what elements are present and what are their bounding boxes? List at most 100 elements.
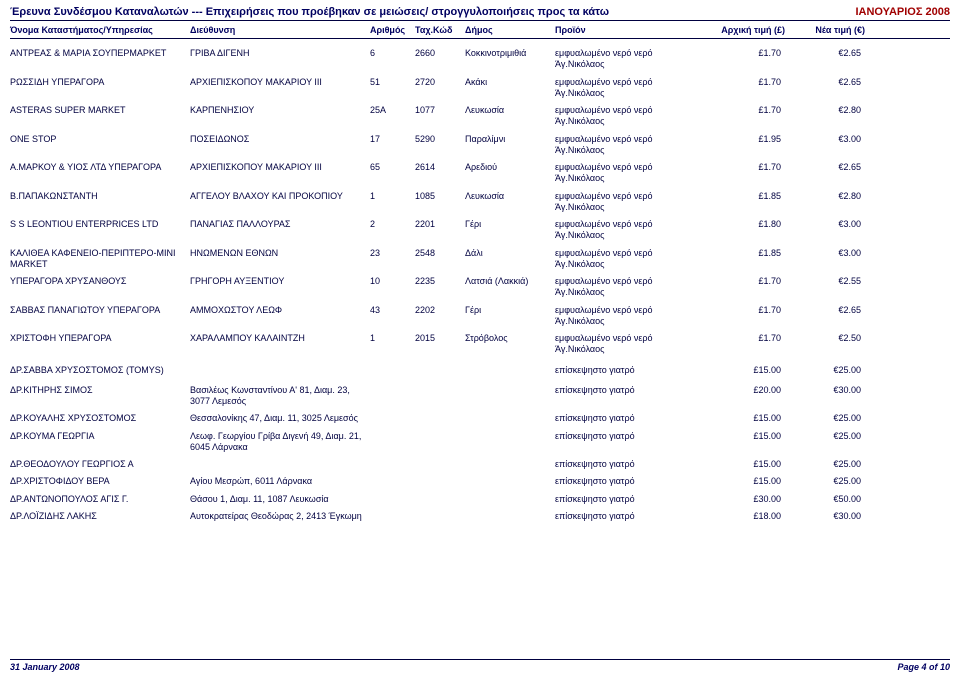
cell-city: Αρεδιού <box>465 162 555 173</box>
cell-addr: ΑΡΧΙΕΠΙΣΚΟΠΟΥ ΜΑΚΑΡΙΟΥ ΙΙΙ <box>190 77 370 88</box>
cell-p1: £1.70 <box>705 48 785 59</box>
cell-addr: ΠΑΝΑΓΙΑΣ ΠΑΛΛΟΥΡΑΣ <box>190 219 370 230</box>
table-row: ΔΡ.ΚΙΤΗΡΗΣ ΣΙΜΟΣΒασιλέως Κωνσταντίνου Α'… <box>10 382 950 411</box>
cell-prod: εμφυαλωμένο νερό νερό Άγ.Νικόλαος <box>555 248 705 271</box>
cell-name: ΔΡ.ΚΙΤΗΡΗΣ ΣΙΜΟΣ <box>10 385 190 396</box>
cell-p2: €2.50 <box>785 333 865 344</box>
cell-p1: £1.70 <box>705 276 785 287</box>
table-row: ΣΑΒΒΑΣ ΠΑΝΑΓΙΩΤΟΥ ΥΠΕΡΑΓΟΡΑΑΜΜΟΧΩΣΤΟΥ ΛΕ… <box>10 302 950 331</box>
cell-p2: €3.00 <box>785 134 865 145</box>
cell-p1: £1.80 <box>705 219 785 230</box>
cell-zip: 2235 <box>415 276 465 287</box>
data-table-body: ΑΝΤΡΕΑΣ & ΜΑΡΙΑ ΣΟΥΠΕΡΜΑΡΚΕΤΓΡΙΒΑ ΔΙΓΕΝΗ… <box>10 45 950 525</box>
cell-num: 43 <box>370 305 415 316</box>
cell-p1: £15.00 <box>705 476 785 487</box>
cell-p2: €2.65 <box>785 77 865 88</box>
cell-p2: €2.55 <box>785 276 865 287</box>
table-row: ΔΡ.ΚΟΥΜΑ ΓΕΩΡΓΙΑΛεωφ. Γεωργίου Γρίβα Διγ… <box>10 428 950 457</box>
cell-prod: επίσκεψηστο γιατρό <box>555 459 705 470</box>
col-address: Διεύθυνση <box>190 25 370 35</box>
cell-p2: €2.65 <box>785 162 865 173</box>
cell-addr: ΚΑΡΠΕΝΗΣΙΟΥ <box>190 105 370 116</box>
cell-num: 51 <box>370 77 415 88</box>
cell-addr: Αγίου Μεσρώπ, 6011 Λάρνακα <box>190 476 370 487</box>
cell-prod: επίσκεψηστο γιατρό <box>555 511 705 522</box>
cell-name: ΥΠΕΡΑΓΟΡΑ ΧΡΥΣΑΝΘΟΥΣ <box>10 276 190 287</box>
cell-addr: ΑΜΜΟΧΩΣΤΟΥ ΛΕΩΦ <box>190 305 370 316</box>
cell-name: ΔΡ.ΛΟΪΖΙΔΗΣ ΛΑΚΗΣ <box>10 511 190 522</box>
cell-p2: €25.00 <box>785 365 865 376</box>
cell-city: Λατσιά (Λακκιά) <box>465 276 555 287</box>
cell-addr: Θάσου 1, Διαμ. 11, 1087 Λευκωσία <box>190 494 370 505</box>
cell-num: 23 <box>370 248 415 259</box>
cell-p1: £1.70 <box>705 77 785 88</box>
cell-addr: ΓΡΗΓΟΡΗ ΑΥΞΕΝΤΙΟΥ <box>190 276 370 287</box>
table-row: ΔΡ.ΘΕΟΔΟΥΛΟΥ ΓΕΩΡΓΙΟΣ Αεπίσκεψηστο γιατρ… <box>10 456 950 473</box>
cell-prod: εμφυαλωμένο νερό νερό Άγ.Νικόλαος <box>555 77 705 100</box>
cell-p2: €3.00 <box>785 248 865 259</box>
cell-name: ΚΑΛΙΘΕΑ ΚΑΦΕΝΕΙΟ-ΠΕΡΙΠΤΕΡΟ-ΜΙΝΙ MARKET <box>10 248 190 271</box>
cell-num: 17 <box>370 134 415 145</box>
cell-addr: ΠΟΣΕΙΔΩΝΟΣ <box>190 134 370 145</box>
cell-zip: 1077 <box>415 105 465 116</box>
col-zip: Ταχ.Κώδ <box>415 25 465 35</box>
cell-addr: Λεωφ. Γεωργίου Γρίβα Διγενή 49, Διαμ. 21… <box>190 431 370 454</box>
table-row: Β.ΠΑΠΑΚΩΝΣΤΑΝΤΗΑΓΓΕΛΟΥ ΒΛΑΧΟΥ ΚΑΙ ΠΡΟΚΟΠ… <box>10 188 950 217</box>
cell-p1: £1.95 <box>705 134 785 145</box>
cell-p2: €25.00 <box>785 459 865 470</box>
cell-name: ΑΝΤΡΕΑΣ & ΜΑΡΙΑ ΣΟΥΠΕΡΜΑΡΚΕΤ <box>10 48 190 59</box>
cell-zip: 2720 <box>415 77 465 88</box>
report-period: ΙΑΝΟΥΑΡΙΟΣ 2008 <box>855 6 950 18</box>
cell-p2: €25.00 <box>785 431 865 442</box>
cell-zip: 5290 <box>415 134 465 145</box>
cell-name: ΔΡ.ΑΝΤΩΝΟΠΟΥΛΟΣ ΑΓΙΣ Γ. <box>10 494 190 505</box>
report-title: Έρευνα Συνδέσμου Καταναλωτών --- Επιχειρ… <box>10 6 609 18</box>
cell-num: 1 <box>370 333 415 344</box>
table-row: ASTERAS SUPER MARKETΚΑΡΠΕΝΗΣΙΟΥ25Α1077Λε… <box>10 102 950 131</box>
cell-p2: €30.00 <box>785 385 865 396</box>
cell-city: Ακάκι <box>465 77 555 88</box>
cell-zip: 1085 <box>415 191 465 202</box>
col-name: Όνομα Καταστήματος/Υπηρεσίας <box>10 25 190 35</box>
cell-p1: £15.00 <box>705 365 785 376</box>
col-price-old: Αρχική τιμή (£) <box>705 25 785 35</box>
cell-prod: εμφυαλωμένο νερό νερό Άγ.Νικόλαος <box>555 48 705 71</box>
cell-name: ΣΑΒΒΑΣ ΠΑΝΑΓΙΩΤΟΥ ΥΠΕΡΑΓΟΡΑ <box>10 305 190 316</box>
table-row: ΔΡ.ΧΡΙΣΤΟΦΙΔΟΥ ΒΕΡΑΑγίου Μεσρώπ, 6011 Λά… <box>10 473 950 490</box>
footer-date: 31 January 2008 <box>10 662 80 672</box>
cell-num: 1 <box>370 191 415 202</box>
cell-prod: επίσκεψηστο γιατρό <box>555 365 705 376</box>
cell-p1: £18.00 <box>705 511 785 522</box>
cell-prod: εμφυαλωμένο νερό νερό Άγ.Νικόλαος <box>555 105 705 128</box>
column-headers: Όνομα Καταστήματος/Υπηρεσίας Διεύθυνση Α… <box>10 23 950 39</box>
cell-num: 10 <box>370 276 415 287</box>
cell-city: Κοκκινοτριμιθιά <box>465 48 555 59</box>
col-number: Αριθμός <box>370 25 415 35</box>
table-row: ΔΡ.ΛΟΪΖΙΔΗΣ ΛΑΚΗΣΑυτοκρατείρας Θεοδώρας … <box>10 508 950 525</box>
cell-addr: Βασιλέως Κωνσταντίνου Α' 81, Διαμ. 23, 3… <box>190 385 370 408</box>
cell-addr: Αυτοκρατείρας Θεοδώρας 2, 2413 Έγκωμη <box>190 511 370 522</box>
cell-zip: 2015 <box>415 333 465 344</box>
table-row: Α.ΜΑΡΚΟΥ & ΥΙΟΣ ΛΤΔ ΥΠΕΡΑΓΟΡΑΑΡΧΙΕΠΙΣΚΟΠ… <box>10 159 950 188</box>
cell-p2: €50.00 <box>785 494 865 505</box>
table-row: ΧΡΙΣΤΟΦΗ ΥΠΕΡΑΓΟΡΑΧΑΡΑΛΑΜΠΟΥ ΚΑΛΑΙΝΤΖΗ12… <box>10 330 950 359</box>
cell-addr: ΓΡΙΒΑ ΔΙΓΕΝΗ <box>190 48 370 59</box>
table-row: ΡΩΣΣΙΔΗ ΥΠΕΡΑΓΟΡΑΑΡΧΙΕΠΙΣΚΟΠΟΥ ΜΑΚΑΡΙΟΥ … <box>10 74 950 103</box>
cell-p2: €2.80 <box>785 105 865 116</box>
cell-city: Παραλίμνι <box>465 134 555 145</box>
table-row: ΑΝΤΡΕΑΣ & ΜΑΡΙΑ ΣΟΥΠΕΡΜΑΡΚΕΤΓΡΙΒΑ ΔΙΓΕΝΗ… <box>10 45 950 74</box>
table-row: ΔΡ.ΣΑΒΒΑ ΧΡΥΣΟΣΤΟΜΟΣ (TOMYS)επίσκεψηστο … <box>10 362 950 379</box>
cell-p2: €25.00 <box>785 476 865 487</box>
table-row: ΔΡ.ΚΟΥΑΛΗΣ ΧΡΥΣΟΣΤΟΜΟΣΘεσσαλονίκης 47, Δ… <box>10 410 950 427</box>
cell-zip: 2201 <box>415 219 465 230</box>
cell-p1: £1.70 <box>705 105 785 116</box>
page-footer: 31 January 2008 Page 4 of 10 <box>10 659 950 672</box>
cell-prod: εμφυαλωμένο νερό νερό Άγ.Νικόλαος <box>555 276 705 299</box>
cell-p1: £15.00 <box>705 431 785 442</box>
cell-prod: εμφυαλωμένο νερό νερό Άγ.Νικόλαος <box>555 305 705 328</box>
cell-p1: £1.70 <box>705 333 785 344</box>
cell-prod: εμφυαλωμένο νερό νερό Άγ.Νικόλαος <box>555 134 705 157</box>
cell-city: Γέρι <box>465 305 555 316</box>
cell-name: Β.ΠΑΠΑΚΩΝΣΤΑΝΤΗ <box>10 191 190 202</box>
cell-prod: επίσκεψηστο γιατρό <box>555 476 705 487</box>
